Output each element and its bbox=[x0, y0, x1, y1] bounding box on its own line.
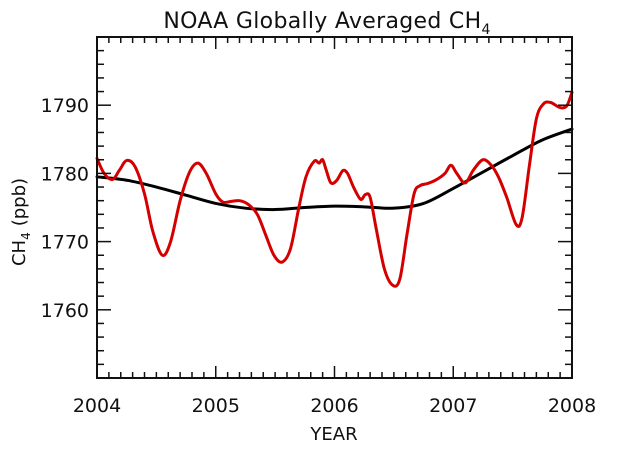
x-tick-label: 2006 bbox=[310, 395, 358, 417]
chart-title: NOAA Globally Averaged CH4 bbox=[163, 9, 490, 38]
y-tick-labels: 1760 1770 1780 1790 bbox=[41, 95, 89, 322]
y-tick-label: 1770 bbox=[41, 232, 89, 254]
svg-text:CH4(ppb): CH4 (ppb) bbox=[9, 178, 33, 266]
x-tick-label: 2007 bbox=[429, 395, 477, 417]
y-axis-label-unit: (ppb) bbox=[9, 178, 30, 226]
series-layer bbox=[95, 90, 574, 288]
series-line-monthly bbox=[95, 90, 574, 288]
x-tick-label: 2008 bbox=[548, 395, 596, 417]
y-tick-label: 1790 bbox=[41, 95, 89, 117]
x-tick-label: 2004 bbox=[73, 395, 121, 417]
series-line-trend bbox=[95, 127, 574, 212]
x-tick-label: 2005 bbox=[192, 395, 240, 417]
chart-title-subscript: 4 bbox=[481, 22, 490, 38]
x-axis-label: YEAR bbox=[309, 424, 357, 445]
y-axis-label-main: CH bbox=[9, 240, 30, 266]
plot-area: 2004 2005 2006 2007 2008 1760 1770 1780 1790 bbox=[41, 36, 596, 417]
y-axis-label-subscript: 4 bbox=[19, 232, 33, 240]
ticks-layer bbox=[96, 36, 573, 379]
svg-text:NOAA Globally Averaged CH4: NOAA Globally Averaged CH4 bbox=[163, 9, 490, 38]
x-tick-labels: 2004 2005 2006 2007 2008 bbox=[73, 395, 596, 417]
y-tick-label: 1780 bbox=[41, 163, 89, 185]
y-axis-label: CH4 (ppb) bbox=[9, 178, 33, 266]
chart-title-text: NOAA Globally Averaged CH bbox=[163, 9, 481, 34]
y-tick-label: 1760 bbox=[41, 300, 89, 322]
